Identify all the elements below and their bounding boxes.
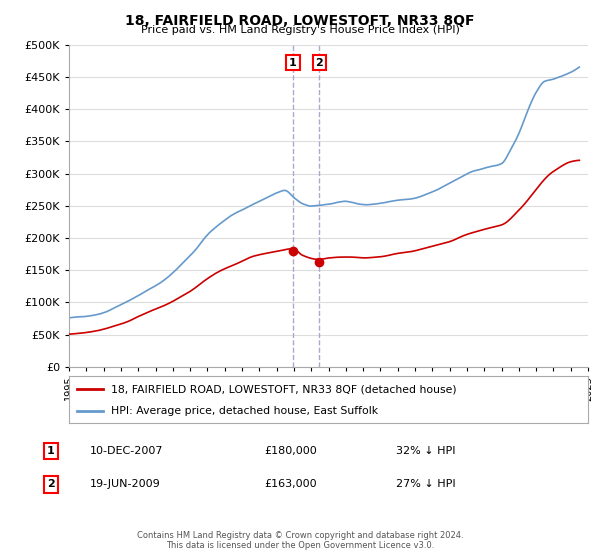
Text: 1: 1 — [47, 446, 55, 456]
Text: 18, FAIRFIELD ROAD, LOWESTOFT, NR33 8QF: 18, FAIRFIELD ROAD, LOWESTOFT, NR33 8QF — [125, 14, 475, 28]
Text: 27% ↓ HPI: 27% ↓ HPI — [396, 479, 455, 489]
Text: 2: 2 — [47, 479, 55, 489]
Text: HPI: Average price, detached house, East Suffolk: HPI: Average price, detached house, East… — [110, 406, 377, 416]
Text: £180,000: £180,000 — [264, 446, 317, 456]
Text: 10-DEC-2007: 10-DEC-2007 — [90, 446, 163, 456]
Text: £163,000: £163,000 — [264, 479, 317, 489]
Text: 32% ↓ HPI: 32% ↓ HPI — [396, 446, 455, 456]
Text: 1: 1 — [289, 58, 297, 68]
Text: Contains HM Land Registry data © Crown copyright and database right 2024.
This d: Contains HM Land Registry data © Crown c… — [137, 530, 463, 550]
Text: 2: 2 — [316, 58, 323, 68]
Text: 18, FAIRFIELD ROAD, LOWESTOFT, NR33 8QF (detached house): 18, FAIRFIELD ROAD, LOWESTOFT, NR33 8QF … — [110, 384, 456, 394]
Text: Price paid vs. HM Land Registry's House Price Index (HPI): Price paid vs. HM Land Registry's House … — [140, 25, 460, 35]
Text: 19-JUN-2009: 19-JUN-2009 — [90, 479, 161, 489]
